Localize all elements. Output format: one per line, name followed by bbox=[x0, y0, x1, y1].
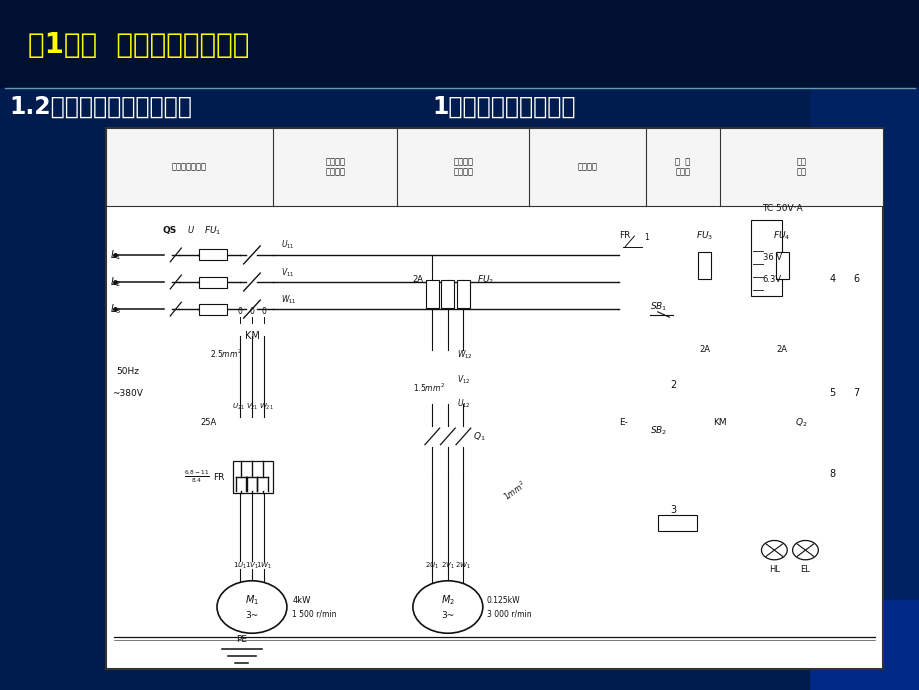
Circle shape bbox=[761, 540, 787, 560]
Text: $FU_3$: $FU_3$ bbox=[695, 230, 712, 242]
Text: $U_{21}$: $U_{21}$ bbox=[232, 402, 244, 412]
Text: QS: QS bbox=[163, 226, 176, 235]
Text: KM: KM bbox=[712, 418, 726, 427]
Text: 6: 6 bbox=[852, 275, 858, 284]
Text: 冷却电动
机主电路: 冷却电动 机主电路 bbox=[453, 157, 473, 177]
Bar bbox=[106, 128, 882, 669]
Text: $1.5mm^2$: $1.5mm^2$ bbox=[413, 382, 444, 394]
Text: $1U_1$: $1U_1$ bbox=[233, 561, 247, 571]
Text: $Q_1$: $Q_1$ bbox=[472, 430, 485, 443]
Text: $U_{12}$: $U_{12}$ bbox=[457, 397, 471, 410]
Bar bbox=[750, 219, 781, 295]
Text: 1: 1 bbox=[644, 233, 649, 242]
Text: $U_{11}$: $U_{11}$ bbox=[280, 239, 294, 251]
Bar bbox=[199, 304, 227, 315]
Text: 3~: 3~ bbox=[245, 611, 258, 620]
Text: 3 000 r/min: 3 000 r/min bbox=[486, 609, 531, 618]
Text: 5: 5 bbox=[829, 388, 834, 398]
Text: $FU_1$: $FU_1$ bbox=[204, 224, 221, 237]
Circle shape bbox=[413, 581, 482, 633]
Circle shape bbox=[217, 581, 287, 633]
Text: KM: KM bbox=[244, 331, 259, 341]
Text: $M_2$: $M_2$ bbox=[440, 593, 454, 607]
Text: $M_1$: $M_1$ bbox=[244, 593, 258, 607]
Text: 0: 0 bbox=[261, 307, 266, 316]
Text: $W_{11}$: $W_{11}$ bbox=[280, 293, 296, 306]
Text: 照明
电路: 照明 电路 bbox=[796, 157, 806, 177]
Text: PE: PE bbox=[236, 635, 247, 644]
Text: $\frac{6.8-11}{8.4}$: $\frac{6.8-11}{8.4}$ bbox=[184, 469, 210, 485]
Text: 1.2电气控制系统基本环节: 1.2电气控制系统基本环节 bbox=[9, 95, 192, 119]
Bar bbox=[233, 461, 273, 493]
Bar bbox=[809, 88, 919, 600]
Text: $FU_4$: $FU_4$ bbox=[773, 230, 790, 242]
Text: U: U bbox=[187, 226, 193, 235]
Text: 1 500 r/min: 1 500 r/min bbox=[292, 609, 336, 618]
Text: $L_2$: $L_2$ bbox=[109, 275, 120, 289]
Bar bbox=[0, 0, 919, 88]
Text: 4: 4 bbox=[829, 275, 834, 284]
Text: ~380V: ~380V bbox=[112, 388, 142, 397]
Text: FR: FR bbox=[213, 473, 224, 482]
Circle shape bbox=[791, 540, 818, 560]
Bar bbox=[698, 252, 710, 279]
Text: $V_{12}$: $V_{12}$ bbox=[457, 373, 471, 386]
Text: 第1章：  常用电气控制基础: 第1章： 常用电气控制基础 bbox=[28, 31, 249, 59]
Text: $SB_1$: $SB_1$ bbox=[649, 300, 666, 313]
Text: $1V_1$: $1V_1$ bbox=[244, 561, 258, 571]
Text: 4kW: 4kW bbox=[292, 595, 311, 604]
Bar bbox=[199, 277, 227, 288]
Text: EL: EL bbox=[800, 564, 810, 573]
Text: 2A: 2A bbox=[776, 345, 787, 354]
Text: 0: 0 bbox=[238, 307, 243, 316]
Text: 7: 7 bbox=[852, 388, 858, 398]
Text: 8: 8 bbox=[829, 469, 834, 480]
Text: 2: 2 bbox=[669, 380, 675, 390]
Text: $L_3$: $L_3$ bbox=[109, 302, 120, 316]
Text: $2.5mm^2$: $2.5mm^2$ bbox=[210, 347, 242, 359]
Text: $1W_1$: $1W_1$ bbox=[255, 561, 271, 571]
Text: 1）电路图及绘制原则: 1）电路图及绘制原则 bbox=[432, 95, 575, 119]
Text: 3: 3 bbox=[670, 504, 675, 515]
Text: $W_{12}$: $W_{12}$ bbox=[457, 349, 472, 362]
Bar bbox=[425, 280, 438, 308]
Text: 控制电路: 控制电路 bbox=[577, 162, 597, 171]
Bar bbox=[199, 249, 227, 260]
Text: $V_{21}$: $V_{21}$ bbox=[245, 402, 258, 412]
Bar bbox=[809, 600, 919, 690]
Text: $2V_1$: $2V_1$ bbox=[440, 561, 454, 571]
Text: 照  明
变压器: 照 明 变压器 bbox=[675, 157, 690, 177]
Text: $V_{11}$: $V_{11}$ bbox=[280, 266, 294, 279]
Text: $SB_2$: $SB_2$ bbox=[649, 425, 666, 437]
Text: $Q_2$: $Q_2$ bbox=[794, 417, 807, 429]
Text: $W_{21}$: $W_{21}$ bbox=[258, 402, 273, 412]
Text: 36 V: 36 V bbox=[762, 253, 781, 262]
Text: E-: E- bbox=[618, 418, 627, 427]
Bar bbox=[441, 280, 454, 308]
Text: $2U_1$: $2U_1$ bbox=[425, 561, 439, 571]
Text: HL: HL bbox=[768, 564, 779, 573]
Text: 25A: 25A bbox=[200, 418, 216, 427]
Text: 0.125kW: 0.125kW bbox=[486, 595, 520, 604]
Text: 主轴电动
机主电路: 主轴电动 机主电路 bbox=[324, 157, 345, 177]
Text: $2W_1$: $2W_1$ bbox=[455, 561, 471, 571]
Text: TC 50V·A: TC 50V·A bbox=[761, 204, 801, 213]
Bar bbox=[657, 515, 696, 531]
Text: $1mm^2$: $1mm^2$ bbox=[500, 478, 528, 503]
Text: 2A: 2A bbox=[412, 275, 423, 284]
Text: FR: FR bbox=[618, 231, 630, 241]
Text: 6.3V: 6.3V bbox=[762, 275, 781, 284]
Bar bbox=[106, 128, 882, 206]
Text: 50Hz: 50Hz bbox=[116, 367, 139, 376]
Text: 2A: 2A bbox=[698, 345, 709, 354]
Text: 3~: 3~ bbox=[441, 611, 454, 620]
Bar bbox=[457, 280, 470, 308]
Bar bbox=[775, 252, 788, 279]
Text: $L_1$: $L_1$ bbox=[109, 248, 120, 262]
Text: 电源开关及保护: 电源开关及保护 bbox=[172, 162, 207, 171]
Text: $FU_2$: $FU_2$ bbox=[477, 273, 494, 286]
Text: 0: 0 bbox=[249, 307, 255, 316]
